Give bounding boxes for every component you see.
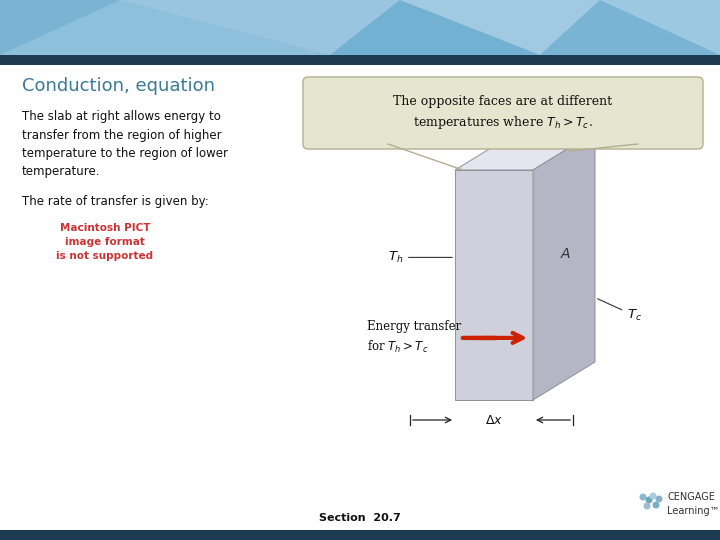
- Text: The opposite faces are at different
temperatures where $\mathit{T}_h > \mathit{T: The opposite faces are at different temp…: [393, 95, 613, 131]
- Text: Conduction, equation: Conduction, equation: [22, 77, 215, 95]
- Text: Macintosh PICT
image format
is not supported: Macintosh PICT image format is not suppo…: [56, 223, 153, 261]
- Text: $\Delta x$: $\Delta x$: [485, 414, 503, 427]
- Bar: [0, 0, 720, 55]
- Text: $T_c$: $T_c$: [598, 299, 642, 323]
- Text: The slab at right allows energy to
transfer from the region of higher
temperatur: The slab at right allows energy to trans…: [22, 110, 228, 179]
- Circle shape: [650, 493, 656, 499]
- Text: The rate of transfer is given by:: The rate of transfer is given by:: [22, 195, 209, 208]
- Bar: [0, 55, 720, 65]
- Polygon shape: [330, 0, 540, 55]
- Text: $T_h$: $T_h$: [387, 250, 452, 265]
- Text: $A$: $A$: [560, 247, 572, 261]
- Circle shape: [656, 496, 662, 502]
- Circle shape: [647, 497, 652, 503]
- Polygon shape: [400, 0, 600, 55]
- Text: Section  20.7: Section 20.7: [319, 513, 401, 523]
- Text: CENGAGE
Learning™: CENGAGE Learning™: [667, 492, 719, 516]
- Text: Energy transfer
for $T_h > T_c$: Energy transfer for $T_h > T_c$: [367, 320, 462, 355]
- Bar: [0, 530, 720, 540]
- Polygon shape: [600, 0, 720, 55]
- Circle shape: [644, 503, 649, 509]
- Polygon shape: [455, 132, 595, 170]
- Polygon shape: [0, 0, 330, 55]
- Polygon shape: [120, 0, 400, 55]
- Polygon shape: [455, 170, 533, 400]
- Polygon shape: [533, 132, 595, 400]
- Circle shape: [653, 502, 659, 508]
- Circle shape: [640, 494, 646, 500]
- FancyBboxPatch shape: [303, 77, 703, 149]
- Polygon shape: [540, 0, 720, 55]
